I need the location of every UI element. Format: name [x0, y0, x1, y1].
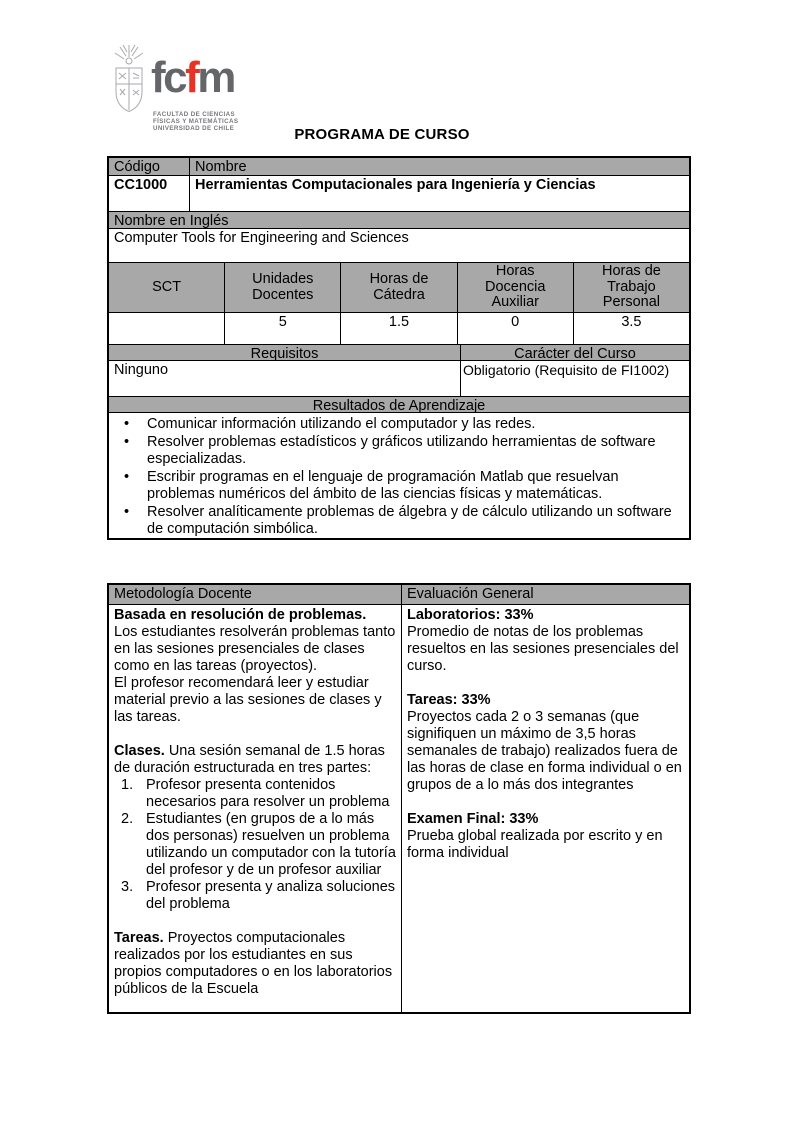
- list-item-text: Escribir programas en el lenguaje de pro…: [147, 468, 619, 503]
- evaluacion-content: Laboratorios: 33% Promedio de notas de l…: [401, 605, 689, 1012]
- nombre-header-cell: Nombre: [189, 158, 689, 175]
- course-info-table: Código Nombre CC1000 Herramientas Comput…: [107, 156, 691, 540]
- caracter-header-cell: Carácter del Curso: [460, 345, 689, 360]
- fcfm-wordmark: fcfm: [151, 53, 236, 102]
- requisitos-header-row: Requisitos Carácter del Curso: [109, 345, 689, 361]
- resultados-header-cell: Resultados de Aprendizaje: [109, 397, 689, 412]
- university-crest-icon: [110, 44, 148, 131]
- nombre-value-cell: Herramientas Computacionales para Ingeni…: [189, 176, 689, 211]
- wordmark-m: m: [197, 53, 236, 102]
- methodology-evaluation-body-row: Basada en resolución de problemas. Los e…: [109, 605, 689, 1012]
- list-item: Resolver analíticamente problemas de álg…: [109, 504, 681, 539]
- list-item: Resolver problemas estadísticos y gráfic…: [109, 434, 681, 469]
- evaluacion-item-title: Examen Final: 33%: [407, 811, 539, 827]
- sct-header-cell: SCT: [109, 263, 225, 312]
- list-item: Escribir programas en el lenguaje de pro…: [109, 469, 681, 504]
- evaluacion-item-title: Laboratorios: 33%: [407, 607, 534, 623]
- nombre-ingles-value-row: Computer Tools for Engineering and Scien…: [109, 229, 689, 263]
- spacer: [114, 913, 396, 930]
- methodology-evaluation-header-row: Metodología Docente Evaluación General: [109, 585, 689, 605]
- codigo-nombre-value-row: CC1000 Herramientas Computacionales para…: [109, 176, 689, 212]
- step-text: Estudiantes (en grupos de a lo más dos p…: [146, 811, 396, 878]
- step-text: Profesor presenta contenidos necesarios …: [146, 777, 390, 810]
- resultados-list: Comunicar información utilizando el comp…: [109, 413, 689, 538]
- sct-value-cell: [109, 313, 224, 344]
- logo-caption-line: FÍSICAS Y MATEMÁTICAS: [153, 117, 239, 125]
- codigo-header-cell: Código: [109, 158, 189, 175]
- step-number: 1.: [121, 777, 134, 793]
- bullet-icon: [109, 434, 147, 469]
- clases-text: Una sesión semanal de 1.5 horas de durac…: [114, 743, 385, 776]
- requisitos-header-cell: Requisitos: [109, 345, 460, 360]
- logo-caption-line: FACULTAD DE CIENCIAS: [153, 111, 236, 118]
- list-item-text: Comunicar información utilizando el comp…: [147, 416, 536, 432]
- metodologia-intro-bold: Basada en resolución de problemas.: [114, 607, 367, 623]
- nombre-ingles-header-cell: Nombre en Inglés: [109, 212, 689, 228]
- credits-header-row: SCT Unidades Docentes Horas de Cátedra H…: [109, 263, 690, 313]
- unidades-docentes-header-cell: Unidades Docentes: [224, 263, 341, 312]
- list-item: 2. Estudiantes (en grupos de a lo más do…: [114, 811, 396, 879]
- page-title: PROGRAMA DE CURSO: [294, 126, 470, 143]
- horas-trabajo-personal-header-cell: Horas de Trabajo Personal: [572, 263, 690, 312]
- evaluacion-item-text: Promedio de notas de los problemas resue…: [407, 624, 679, 674]
- evaluacion-item-text: Prueba global realizada por escrito y en…: [407, 828, 663, 861]
- nombre-ingles-header-row: Nombre en Inglés: [109, 212, 689, 229]
- step-number: 2.: [121, 811, 134, 827]
- evaluacion-header-cell: Evaluación General: [401, 585, 689, 604]
- horas-docencia-auxiliar-header-cell: Horas Docencia Auxiliar: [456, 263, 573, 312]
- resultados-list-row: Comunicar información utilizando el comp…: [109, 413, 689, 538]
- credits-value-row: 5 1.5 0 3.5: [109, 313, 689, 345]
- logo-caption: FACULTAD DE CIENCIAS FÍSICAS Y MATEMÁTIC…: [153, 111, 239, 132]
- bullet-icon: [109, 469, 147, 504]
- list-item-text: Resolver analíticamente problemas de álg…: [147, 503, 672, 538]
- bullet-icon: [109, 504, 147, 539]
- metodologia-paragraph: Los estudiantes resolverán problemas tan…: [114, 624, 396, 674]
- requisitos-value-row: Ninguno Obligatorio (Requisito de FI1002…: [109, 361, 689, 397]
- list-item: Comunicar información utilizando el comp…: [109, 416, 681, 434]
- nombre-ingles-value-cell: Computer Tools for Engineering and Scien…: [114, 230, 409, 246]
- metodologia-paragraph: El profesor recomendará leer y estudiar …: [114, 675, 382, 725]
- list-item: 3. Profesor presenta y analiza solucione…: [114, 879, 396, 913]
- step-text: Profesor presenta y analiza soluciones d…: [146, 879, 396, 912]
- bullet-icon: [109, 416, 147, 434]
- wordmark-fc: fc: [151, 53, 188, 102]
- codigo-value-cell: CC1000: [114, 177, 168, 193]
- unidades-docentes-value-cell: 5: [224, 313, 340, 344]
- tareas-text: Proyectos computacionales realizados por…: [114, 930, 393, 997]
- codigo-nombre-header-row: Código Nombre: [109, 158, 689, 176]
- horas-docencia-auxiliar-value-cell: 0: [456, 313, 573, 344]
- fcfm-logo: fcfm FACULTAD DE CIENCIAS FÍSICAS Y MATE…: [110, 44, 250, 136]
- tareas-lead: Tareas.: [114, 930, 164, 946]
- methodology-evaluation-table: Metodología Docente Evaluación General B…: [107, 583, 691, 1014]
- list-item: 1. Profesor presenta contenidos necesari…: [114, 777, 396, 811]
- clases-lead: Clases.: [114, 743, 165, 759]
- evaluacion-item-text: Proyectos cada 2 o 3 semanas (que signif…: [407, 709, 682, 793]
- metodologia-header-cell: Metodología Docente: [109, 585, 401, 604]
- step-number: 3.: [121, 879, 134, 895]
- logo-caption-line: UNIVERSIDAD DE CHILE: [153, 124, 235, 132]
- wordmark-red-f: f: [185, 53, 200, 102]
- clases-paragraph: Clases. Una sesión semanal de 1.5 horas …: [114, 743, 396, 777]
- spacer: [407, 675, 684, 692]
- horas-catedra-value-cell: 1.5: [340, 313, 456, 344]
- resultados-header-row: Resultados de Aprendizaje: [109, 397, 689, 413]
- tareas-paragraph: Tareas. Proyectos computacionales realiz…: [114, 930, 396, 998]
- requisitos-value-cell: Ninguno: [114, 362, 169, 378]
- metodologia-content: Basada en resolución de problemas. Los e…: [109, 605, 401, 1012]
- spacer: [114, 726, 396, 743]
- spacer: [407, 794, 684, 811]
- caracter-value-cell: Obligatorio (Requisito de FI1002): [460, 361, 689, 396]
- horas-catedra-header-cell: Horas de Cátedra: [340, 263, 457, 312]
- list-item-text: Resolver problemas estadísticos y gráfic…: [147, 433, 656, 468]
- horas-trabajo-personal-value-cell: 3.5: [572, 313, 689, 344]
- evaluacion-item-title: Tareas: 33%: [407, 692, 491, 708]
